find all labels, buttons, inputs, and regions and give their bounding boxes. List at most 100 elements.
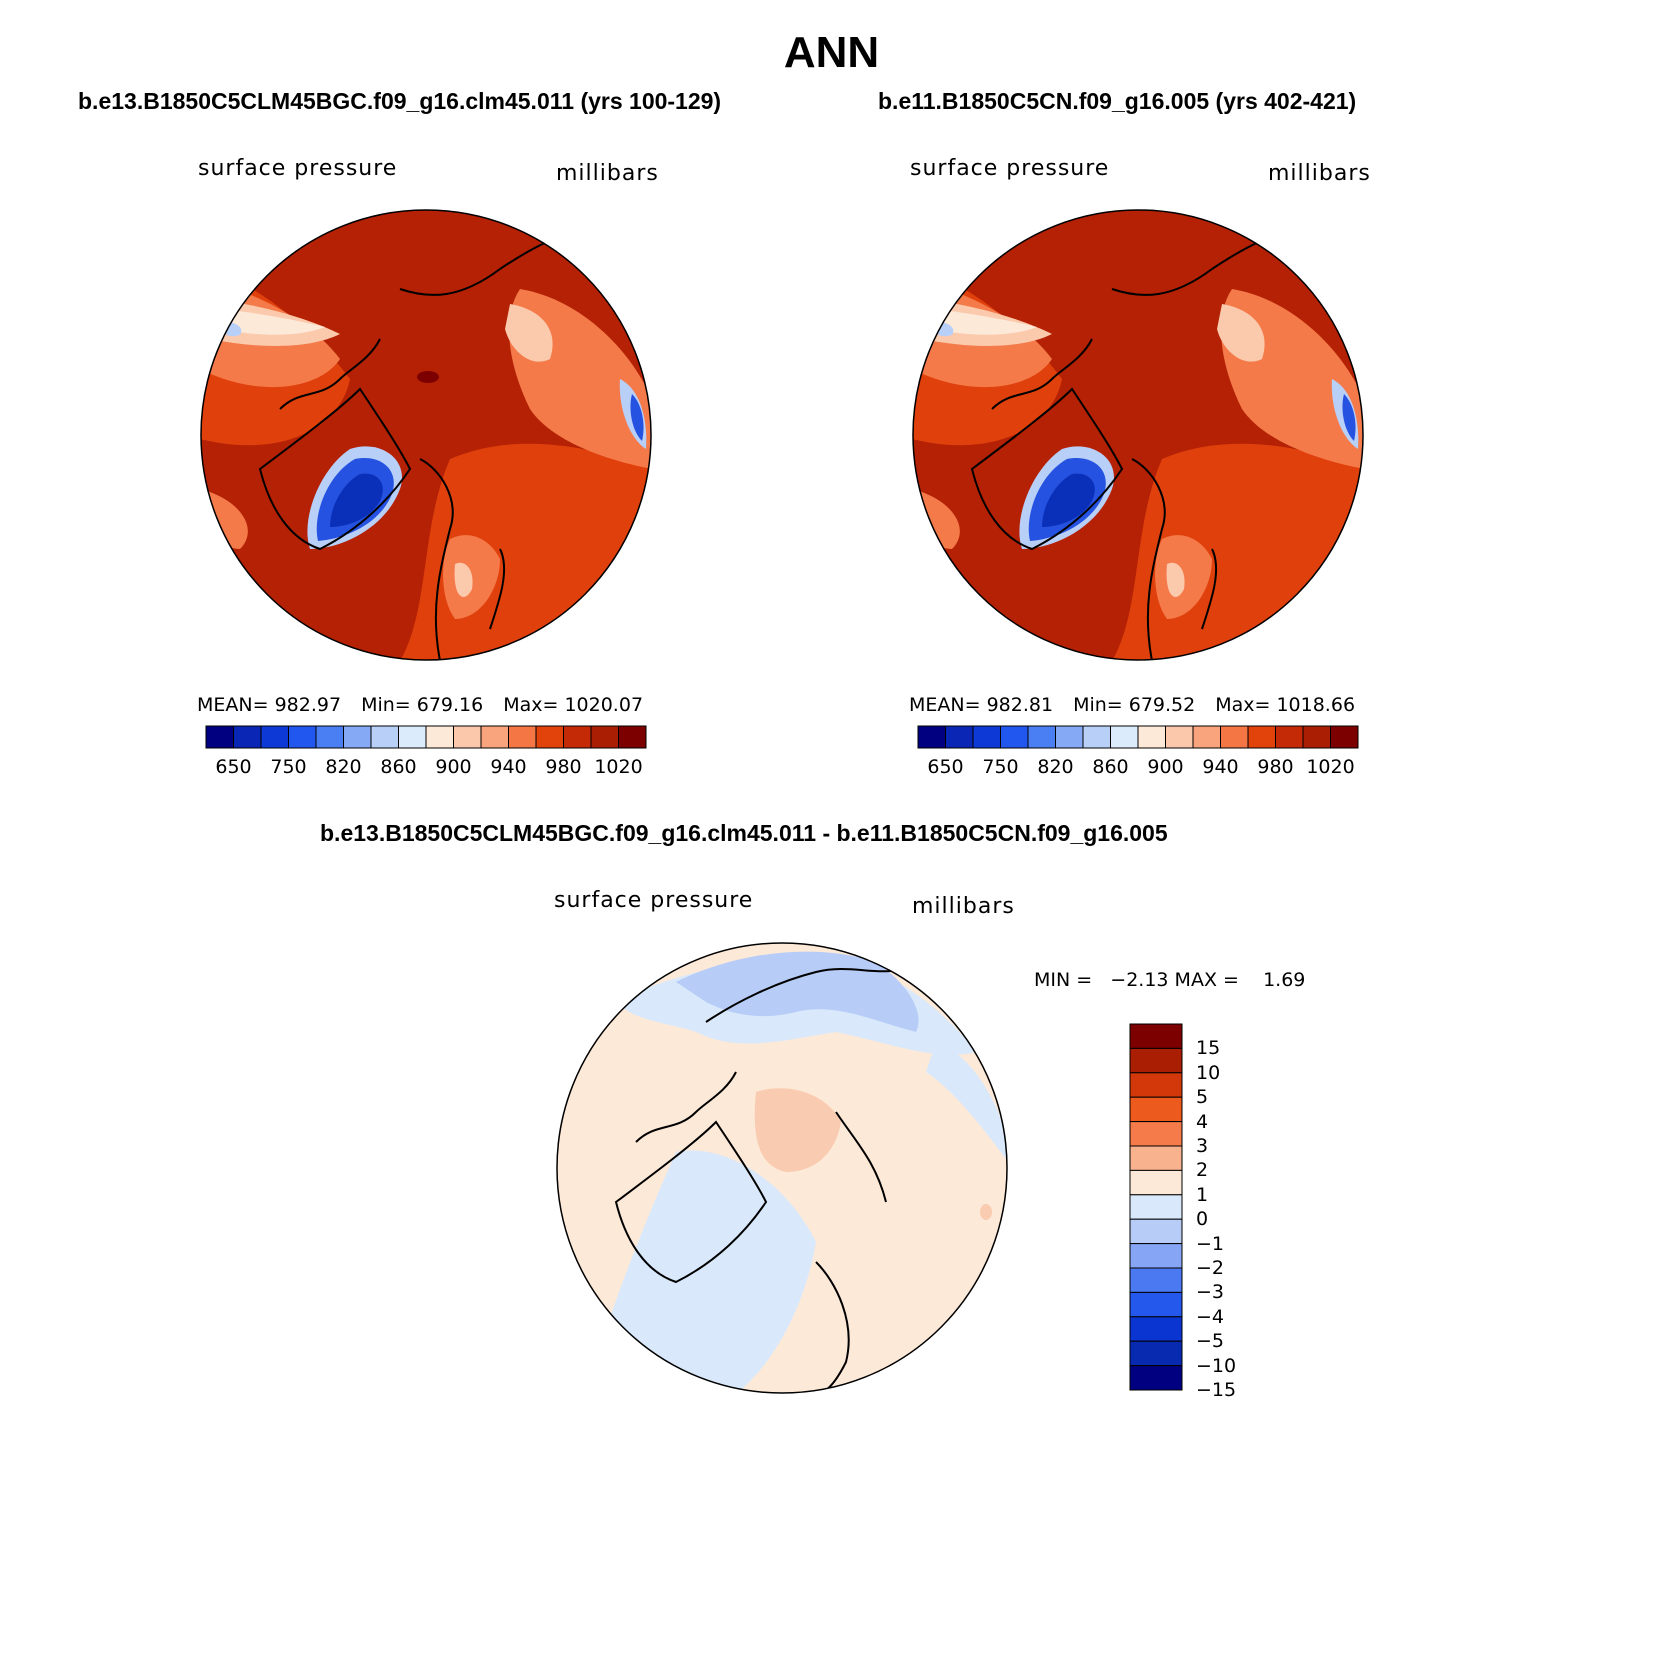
colorbar-swatch — [1129, 1243, 1183, 1269]
left-variable-label: surface pressure — [198, 156, 398, 181]
colorbar-tick-label: −3 — [1196, 1281, 1225, 1304]
right-stats: MEAN= 982.81 Min= 679.52 Max= 1018.66 — [909, 694, 1355, 716]
colorbar-swatch — [1129, 1291, 1183, 1318]
colorbar-swatch — [1302, 725, 1331, 749]
map-region — [754, 1088, 841, 1172]
colorbar-swatch — [453, 725, 482, 749]
map-region — [454, 562, 473, 597]
right-stat-mean: MEAN= 982.81 — [909, 694, 1054, 716]
map-region — [489, 548, 506, 630]
diff-colorbar — [1129, 1023, 1183, 1391]
map-region — [1042, 473, 1095, 527]
colorbar-tick-label: 820 — [1037, 756, 1074, 778]
map-region — [1131, 458, 1166, 660]
map-region — [220, 309, 325, 335]
colorbar-swatch — [370, 725, 399, 749]
colorbar-tick-label: 900 — [435, 756, 472, 778]
diff-stats: MIN = −2.13 MAX = 1.69 — [1034, 969, 1306, 991]
map-region — [419, 458, 454, 660]
colorbar-tick-label: 3 — [1196, 1135, 1209, 1157]
map-region — [505, 304, 553, 362]
colorbar-tick-label: 900 — [1147, 756, 1184, 778]
colorbar-tick-label: 5 — [1196, 1086, 1209, 1109]
left-polar-map — [200, 209, 652, 661]
colorbar-swatch — [1129, 1340, 1183, 1367]
map-region — [635, 1071, 737, 1143]
colorbar-swatch — [1129, 1267, 1183, 1293]
colorbar-tick-label: 820 — [325, 756, 362, 778]
figure-title: ANN — [783, 28, 880, 77]
map-region — [614, 1120, 768, 1284]
colorbar-tick-label: 650 — [215, 756, 252, 778]
colorbar-tick-label: −4 — [1196, 1305, 1225, 1328]
colorbar-swatch — [398, 725, 427, 749]
colorbar-swatch — [480, 725, 509, 749]
diff-case-title: b.e13.B1850C5CLM45BGC.f09_g16.clm45.011 … — [320, 820, 1168, 846]
colorbar-tick-label: 940 — [1202, 756, 1239, 778]
colorbar-swatch — [1192, 725, 1221, 749]
colorbar-tick-label: 940 — [490, 756, 527, 778]
map-region — [1201, 548, 1218, 630]
colorbar-swatch — [288, 725, 317, 749]
colorbar-swatch — [1027, 725, 1056, 749]
colorbar-tick-label: 1020 — [594, 756, 643, 778]
colorbar-tick-label: 980 — [545, 756, 582, 778]
colorbar-tick-label: 4 — [1196, 1110, 1209, 1133]
left-colorbar — [205, 725, 647, 749]
colorbar-swatch — [1137, 725, 1166, 749]
colorbar-swatch — [618, 725, 647, 749]
colorbar-swatch — [1000, 725, 1029, 749]
map-region — [932, 309, 1037, 335]
map-region — [676, 951, 919, 1032]
colorbar-swatch — [1275, 725, 1304, 749]
colorbar-tick-label: 980 — [1257, 756, 1294, 778]
left-stat-min: Min= 679.16 — [361, 694, 484, 716]
colorbar-swatch — [1129, 1218, 1183, 1245]
map-region — [1217, 304, 1265, 362]
colorbar-swatch — [1220, 725, 1249, 749]
colorbar-swatch — [1129, 1023, 1183, 1049]
map-region — [1342, 394, 1356, 441]
colorbar-swatch — [563, 725, 592, 749]
colorbar-tick-label: 860 — [380, 756, 417, 778]
left-stat-mean: MEAN= 982.97 — [197, 694, 342, 716]
colorbar-tick-label: −15 — [1196, 1379, 1237, 1401]
colorbar-swatch — [1247, 725, 1276, 749]
colorbar-swatch — [1129, 1365, 1183, 1391]
colorbar-tick-label: −10 — [1196, 1354, 1237, 1377]
right-colorbar — [917, 725, 1359, 749]
map-region — [630, 394, 644, 441]
colorbar-swatch — [1129, 1047, 1183, 1074]
colorbar-swatch — [260, 725, 289, 749]
right-stat-max: Max= 1018.66 — [1215, 694, 1356, 716]
map-region — [279, 338, 381, 410]
colorbar-swatch — [508, 725, 537, 749]
right-variable-label: surface pressure — [910, 156, 1110, 181]
colorbar-tick-label: 750 — [270, 756, 307, 778]
colorbar-swatch — [1129, 1072, 1183, 1098]
map-region — [980, 1204, 992, 1220]
colorbar-tick-label: −5 — [1196, 1330, 1225, 1353]
map-region — [417, 371, 439, 383]
colorbar-swatch — [917, 725, 946, 749]
map-region — [991, 338, 1093, 410]
colorbar-swatch — [425, 725, 454, 749]
colorbar-swatch — [1110, 725, 1139, 749]
colorbar-tick-label: 0 — [1196, 1208, 1209, 1231]
colorbar-tick-label: −1 — [1196, 1232, 1225, 1255]
map-region — [330, 473, 383, 527]
colorbar-swatch — [1330, 725, 1359, 749]
left-stats: MEAN= 982.97 Min= 679.16 Max= 1020.07 — [197, 694, 643, 716]
colorbar-swatch — [1082, 725, 1111, 749]
diff-units-label: millibars — [912, 894, 1015, 919]
colorbar-tick-label: −2 — [1196, 1257, 1225, 1279]
map-region — [1166, 562, 1185, 597]
colorbar-tick-label: 10 — [1196, 1061, 1221, 1084]
map-region — [705, 961, 917, 1023]
map-region — [258, 387, 412, 551]
colorbar-swatch — [1129, 1169, 1183, 1196]
left-case-title: b.e13.B1850C5CLM45BGC.f09_g16.clm45.011 … — [78, 88, 722, 114]
diff-variable-label: surface pressure — [554, 888, 754, 913]
colorbar-tick-label: 2 — [1196, 1159, 1209, 1182]
right-polar-map — [912, 209, 1364, 661]
